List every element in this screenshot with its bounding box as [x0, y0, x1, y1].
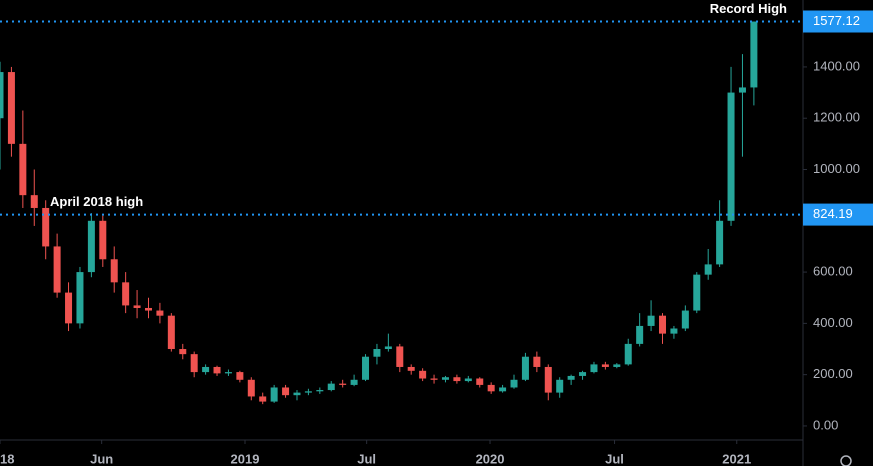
x-tick-label: 2020: [476, 451, 505, 466]
x-tick-label: 2021: [722, 451, 751, 466]
candle-body: [430, 378, 438, 380]
candle-body: [419, 370, 427, 379]
candle-body: [464, 378, 472, 382]
candle-body: [316, 390, 324, 392]
candle-body: [727, 92, 735, 221]
candle-body: [590, 364, 598, 373]
candle-body: [681, 310, 689, 329]
y-tick-label: 200.00: [813, 366, 853, 381]
candle-body: [636, 325, 644, 344]
candle-body: [373, 349, 381, 357]
settings-icon[interactable]: [840, 455, 852, 466]
candle-body: [293, 392, 301, 396]
candle-body: [202, 366, 210, 373]
candle-body: [670, 328, 678, 334]
candle-body: [510, 379, 518, 388]
candle-body: [270, 387, 278, 402]
candle-body: [487, 384, 495, 392]
candle-body: [19, 143, 27, 196]
candle-body: [0, 72, 4, 119]
y-tick-label: 600.00: [813, 264, 853, 279]
candle-body: [179, 349, 187, 355]
candle-body: [156, 310, 164, 316]
gear[interactable]: [840, 455, 852, 466]
candle-body: [441, 377, 449, 380]
candle-body: [613, 364, 621, 367]
candle-body: [407, 366, 415, 371]
candle-body: [624, 343, 632, 365]
candle-body: [122, 282, 130, 306]
x-tick-label: Jul: [605, 451, 624, 466]
candle-body: [567, 375, 575, 380]
candle-body: [556, 379, 564, 393]
candle-body: [396, 346, 404, 367]
x-tick-label: 2019: [231, 451, 260, 466]
candle-body: [738, 87, 746, 93]
candle-body: [236, 372, 244, 380]
price-label: 824.19: [813, 206, 853, 221]
candle-body: [7, 72, 15, 144]
candle-body: [133, 305, 141, 308]
candle-body: [601, 364, 609, 367]
candle-body: [167, 315, 175, 350]
candle-body: [362, 356, 370, 380]
y-tick-label: 1400.00: [813, 58, 860, 73]
candle-body: [76, 272, 84, 324]
candle-body: [282, 387, 290, 396]
x-tick-label: Jun: [90, 451, 113, 466]
candle-body: [533, 356, 541, 367]
candle-body: [30, 195, 38, 208]
x-tick-label: 2018: [0, 451, 14, 466]
price-box: [803, 203, 873, 226]
candle-body: [247, 379, 255, 397]
candle-body: [304, 391, 312, 393]
annotation: Record High: [710, 1, 787, 16]
candle-body: [99, 220, 107, 260]
price-label: 1577.12: [813, 13, 860, 28]
candle-body: [87, 220, 95, 273]
candle-body: [190, 354, 198, 373]
x-tick-label: Jul: [357, 451, 376, 466]
candle-body: [544, 366, 552, 393]
candles: [0, 21, 758, 405]
candle-body: [704, 264, 712, 275]
candle-body: [579, 372, 587, 376]
candle-body: [476, 378, 484, 385]
candle-body: [327, 383, 335, 391]
candle-body: [659, 315, 667, 334]
candle-body: [716, 220, 724, 265]
candle-body: [499, 387, 507, 392]
price-box: [803, 10, 873, 33]
candle-body: [259, 396, 267, 402]
candle-body: [42, 207, 50, 247]
y-tick-label: 1000.00: [813, 161, 860, 176]
candle-body: [453, 377, 461, 382]
candle-body: [647, 315, 655, 326]
candle-body: [53, 246, 61, 293]
candle-body: [384, 346, 392, 350]
y-tick-label: 1200.00: [813, 110, 860, 125]
candle-body: [693, 274, 701, 311]
candle-body: [350, 379, 358, 385]
candle-body: [521, 356, 529, 380]
candle-body: [213, 366, 221, 374]
candle-body: [339, 383, 347, 385]
candle-body: [224, 372, 232, 374]
y-tick-label: 400.00: [813, 315, 853, 330]
candle-body: [110, 259, 118, 283]
candle-body: [65, 292, 73, 324]
annotation: April 2018 high: [50, 194, 143, 209]
candle-body: [144, 307, 152, 311]
y-tick-label: 0.00: [813, 417, 838, 432]
candle-body: [750, 21, 758, 88]
